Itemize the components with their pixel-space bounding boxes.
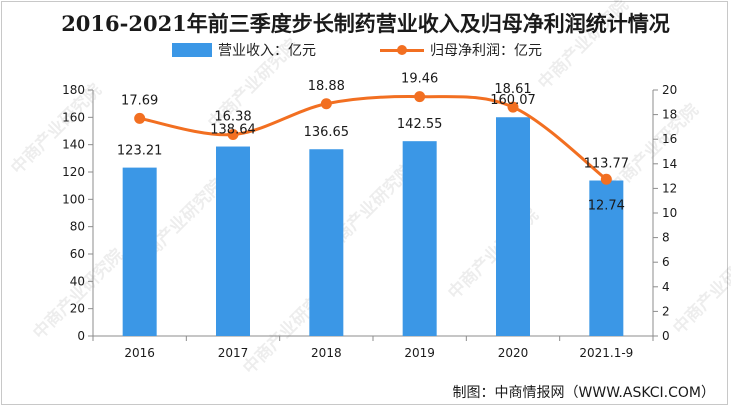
bar bbox=[496, 117, 530, 336]
y-right-tick-label: 2 bbox=[662, 304, 670, 318]
y-left-tick-label: 160 bbox=[62, 110, 85, 124]
line-data-label: 19.46 bbox=[401, 72, 438, 87]
legend: 营业收入：亿元 归母净利润：亿元 bbox=[0, 40, 731, 62]
bar-data-label: 160.07 bbox=[490, 93, 536, 108]
y-right-tick-label: 18 bbox=[662, 108, 677, 122]
y-left-tick-label: 60 bbox=[70, 247, 85, 261]
bar-data-label: 142.55 bbox=[397, 117, 443, 132]
line-point bbox=[227, 129, 239, 141]
line-point bbox=[414, 91, 426, 103]
watermark-text: 中商产业研究院 bbox=[534, 0, 633, 94]
y-right-tick-label: 16 bbox=[662, 132, 677, 146]
legend-label-revenue: 营业收入：亿元 bbox=[218, 43, 316, 59]
bar-data-label: 136.65 bbox=[304, 125, 350, 140]
line-data-label: 18.88 bbox=[308, 79, 345, 94]
y-right-tick-label: 8 bbox=[662, 231, 670, 245]
x-tick-label: 2017 bbox=[218, 346, 249, 360]
y-right-tick-label: 20 bbox=[662, 83, 677, 97]
y-right-tick-label: 12 bbox=[662, 181, 677, 195]
bar-data-label: 138.64 bbox=[210, 123, 256, 138]
y-left-tick-label: 40 bbox=[70, 274, 85, 288]
y-right-tick-label: 6 bbox=[662, 255, 670, 269]
y-right-tick-label: 10 bbox=[662, 206, 677, 220]
x-tick-label: 2016 bbox=[124, 346, 155, 360]
x-tick-label: 2021.1-9 bbox=[579, 346, 633, 360]
line-point bbox=[507, 101, 519, 113]
line-point bbox=[320, 98, 332, 110]
y-right-tick-label: 14 bbox=[662, 157, 677, 171]
y-left-tick-label: 0 bbox=[77, 329, 85, 343]
y-left-tick-label: 20 bbox=[70, 302, 85, 316]
y-left-tick-label: 80 bbox=[70, 220, 85, 234]
x-tick-label: 2019 bbox=[404, 346, 435, 360]
line-data-label: 16.38 bbox=[214, 110, 251, 125]
y-left-tick-label: 120 bbox=[62, 165, 85, 179]
x-tick-label: 2020 bbox=[498, 346, 529, 360]
line-point bbox=[600, 173, 612, 185]
y-left-tick-label: 140 bbox=[62, 138, 85, 152]
line-data-label: 17.69 bbox=[121, 93, 158, 108]
watermark-text: 中商产业研究院 bbox=[669, 240, 731, 339]
bar bbox=[122, 167, 157, 336]
bar bbox=[309, 149, 344, 336]
line-data-label: 18.61 bbox=[494, 82, 531, 97]
bar bbox=[589, 180, 624, 336]
legend-line-swatch bbox=[380, 43, 424, 57]
y-right-tick-label: 0 bbox=[662, 329, 670, 343]
line-data-label: 12.74 bbox=[588, 198, 625, 213]
source-note: 制图：中商情报网（WWW.ASKCI.COM） bbox=[452, 385, 715, 401]
watermark-text: 中商产业研究院 bbox=[7, 80, 106, 179]
y-left-tick-label: 180 bbox=[62, 83, 85, 97]
legend-item-net-profit: 归母净利润：亿元 bbox=[380, 40, 542, 60]
bar bbox=[216, 146, 250, 336]
net-profit-line bbox=[139, 95, 608, 181]
legend-bar-swatch bbox=[172, 43, 212, 57]
legend-item-revenue: 营业收入：亿元 bbox=[172, 40, 316, 60]
bar-data-label: 113.77 bbox=[584, 157, 630, 172]
chart-title: 2016-2021年前三季度步长制药营业收入及归母净利润统计情况 bbox=[61, 11, 670, 36]
line-point bbox=[134, 112, 146, 124]
y-right-tick-label: 4 bbox=[662, 280, 670, 294]
x-tick-label: 2018 bbox=[311, 346, 342, 360]
legend-label-net-profit: 归母净利润：亿元 bbox=[430, 43, 542, 59]
bar-data-label: 123.21 bbox=[117, 144, 163, 159]
bar bbox=[402, 141, 437, 336]
y-left-tick-label: 100 bbox=[62, 192, 85, 206]
